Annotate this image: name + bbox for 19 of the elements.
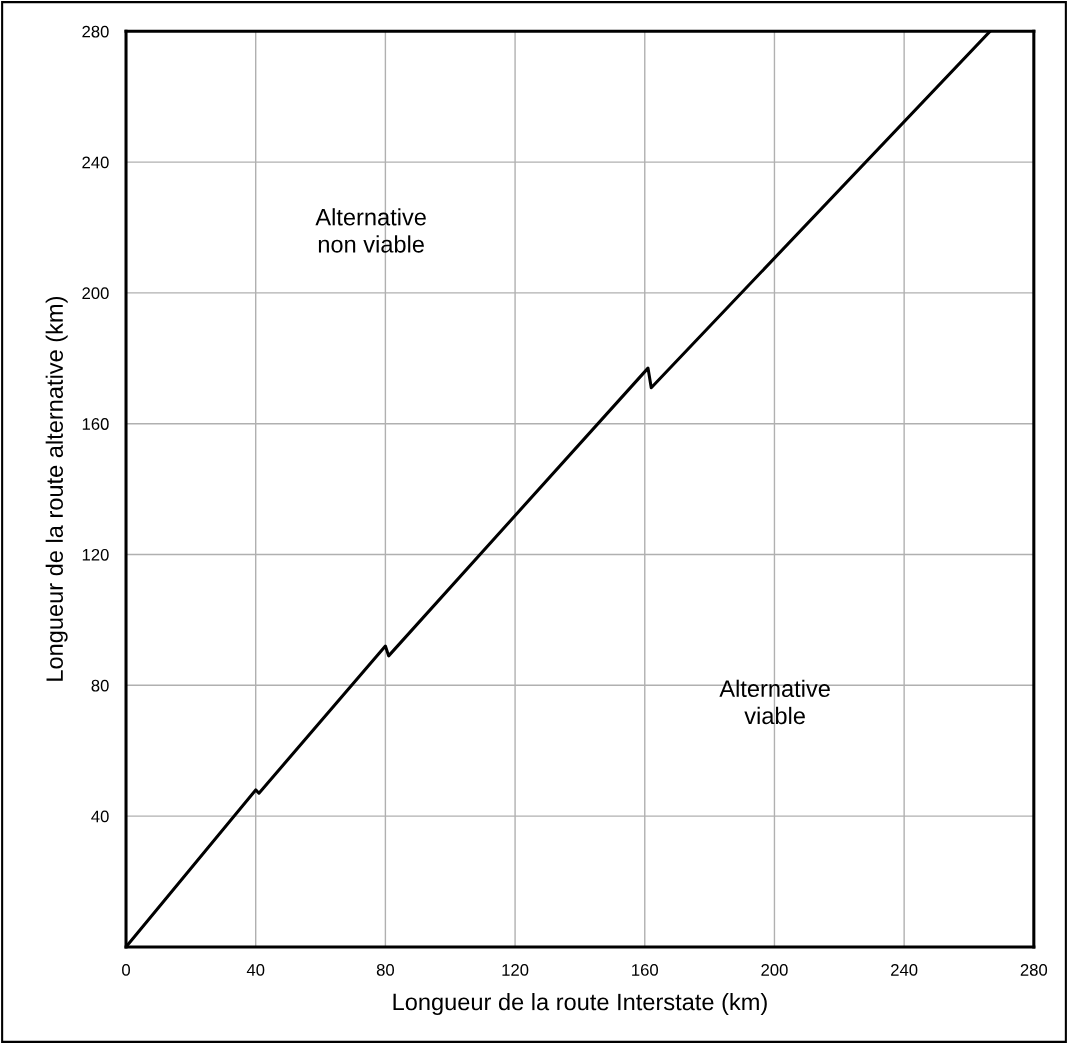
x-tick-label: 80 (376, 964, 395, 976)
annotation: Alternative viable (719, 679, 830, 725)
y-tick-label: 160 (82, 418, 109, 430)
y-tick-label: 200 (82, 287, 109, 300)
x-tick-label: 0 (122, 964, 131, 976)
y-tick-label: 40 (91, 810, 109, 823)
annotation: Alternative non viable (315, 208, 426, 253)
y-axis-title: Longueur de la route alternative (km) (45, 296, 68, 681)
x-tick-label: 120 (502, 964, 529, 976)
x-tick-label: 240 (891, 964, 918, 976)
x-axis-title: Longueur de la route Interstate (km) (393, 993, 767, 1016)
y-tick-label: 280 (82, 25, 109, 38)
y-tick-label: 240 (82, 156, 109, 169)
y-tick-label: 120 (82, 548, 109, 561)
y-tick-label: 80 (91, 679, 109, 692)
x-tick-label: 40 (246, 964, 265, 976)
x-tick-label: 200 (761, 964, 788, 976)
x-tick-label: 160 (632, 964, 659, 976)
x-tick-label: 280 (1020, 964, 1048, 976)
